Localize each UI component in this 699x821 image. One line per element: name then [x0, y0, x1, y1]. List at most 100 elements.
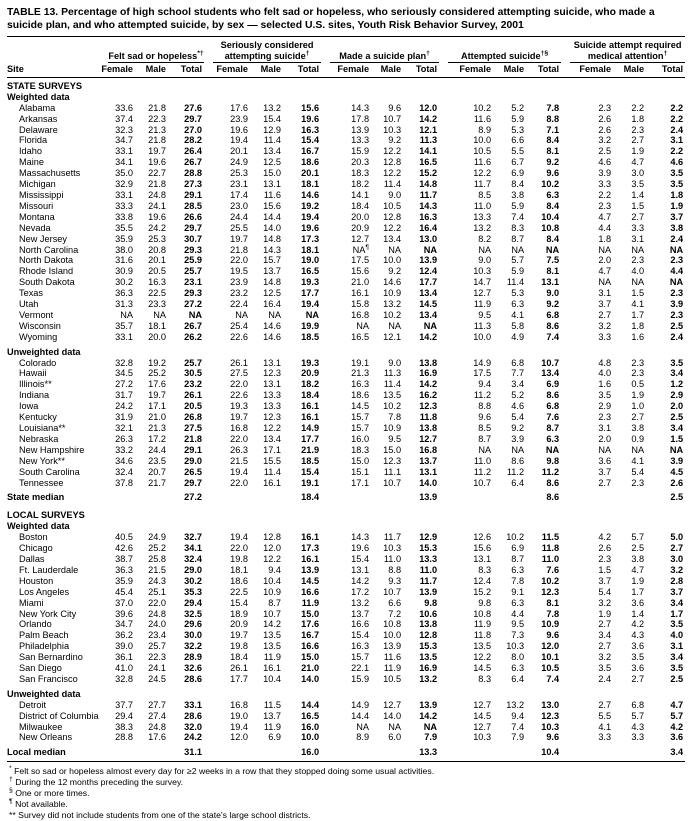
- value-cell: 12.7: [383, 699, 402, 710]
- table-row: Florida 34.7 21.8 28.2 19.4 11.4 15.4 13.3 9.2 11…: [7, 135, 685, 146]
- value-cell: 28.2: [184, 135, 203, 146]
- value-cell: 18.2: [301, 379, 320, 390]
- value-cell: 10.9: [263, 586, 282, 597]
- empty-cell: [561, 488, 613, 506]
- value-cell: 4.7: [598, 211, 612, 222]
- table-row: New Hampshire 33.2 24.4 29.1 26.3 17.1 21.9 18.…: [7, 445, 685, 456]
- value-cell: 26.6: [184, 211, 203, 222]
- value-cell: 14.6: [383, 277, 402, 288]
- value-cell: 10.0: [473, 135, 492, 146]
- value-cell: 10.5: [541, 663, 560, 674]
- value-cell: 6.3: [546, 433, 560, 444]
- value-cell: 18.4: [301, 492, 320, 503]
- value-cell: 3.6: [631, 641, 645, 652]
- median-row: State median 27.2 18.4 13.9 8.6 2.5: [7, 488, 685, 506]
- value-cell: 23.2: [230, 288, 249, 299]
- value-cell: NA: [120, 309, 133, 320]
- value-cell: 20.3: [351, 157, 370, 168]
- value-cell: 31.7: [115, 390, 133, 401]
- site-cell: Arkansas: [19, 113, 58, 124]
- value-cell: 8.2: [478, 233, 492, 244]
- value-cell: 12.8: [383, 157, 402, 168]
- value-cell: 3.6: [598, 455, 612, 466]
- value-cell: 2.7: [598, 477, 612, 488]
- value-cell: 2.3: [670, 288, 684, 299]
- value-cell: NA¶: [352, 243, 370, 255]
- value-cell: 30.7: [184, 233, 203, 244]
- value-cell: 30.2: [184, 575, 203, 586]
- value-cell: 25.7: [184, 357, 203, 368]
- value-cell: 17.7: [301, 433, 320, 444]
- value-cell: NA: [631, 444, 645, 455]
- table-row: Missouri 33.3 24.1 28.5 23.0 15.6 19.2 18.4 10.5…: [7, 201, 685, 212]
- table-row: Wisconsin 35.7 18.1 26.7 25.4 14.6 19.9 NA NA NA 1…: [7, 321, 685, 332]
- subsection-label: Weighted data: [7, 521, 70, 532]
- value-cell: 1.7: [670, 608, 684, 619]
- footnote-marker: †: [663, 49, 668, 57]
- value-cell: 33.6: [115, 102, 133, 113]
- value-cell: 13.3: [351, 135, 370, 146]
- value-cell: 11.0: [541, 553, 560, 564]
- value-cell: 24.0: [148, 619, 166, 630]
- value-cell: 12.7: [473, 699, 492, 710]
- value-cell: 16.1: [301, 553, 320, 564]
- value-cell: 19.6: [148, 211, 166, 222]
- value-cell: 14.4: [263, 211, 282, 222]
- value-cell: 12.4: [419, 266, 438, 277]
- value-cell: 11.4: [383, 179, 402, 190]
- value-cell: 13.3: [473, 211, 492, 222]
- value-cell: 0.5: [631, 379, 645, 390]
- value-cell: 4.4: [598, 222, 612, 233]
- value-cell: 10.1: [541, 652, 560, 663]
- value-cell: 3.1: [598, 288, 612, 299]
- value-cell: 2.5: [670, 412, 684, 423]
- value-cell: 10.4: [526, 743, 562, 763]
- value-cell: NA: [511, 444, 525, 455]
- subsection-label: Unweighted data: [7, 346, 81, 357]
- value-cell: 29.7: [184, 113, 203, 124]
- value-cell: 1.9: [598, 608, 612, 619]
- value-cell: 7.9: [424, 732, 438, 743]
- value-cell: 2.5: [670, 320, 684, 331]
- value-cell: 11.0: [383, 553, 402, 564]
- value-cell: 9.2: [546, 299, 560, 310]
- value-cell: NA: [598, 444, 612, 455]
- value-cell: 1.0: [631, 401, 645, 412]
- value-cell: 21.5: [148, 564, 166, 575]
- value-cell: 15.0: [383, 444, 402, 455]
- value-cell: 9.3: [388, 575, 402, 586]
- value-cell: 33.3: [115, 200, 133, 211]
- value-cell: 16.0: [301, 721, 320, 732]
- value-cell: 27.2: [184, 492, 203, 503]
- value-cell: 21.0: [351, 277, 370, 288]
- column-group-label-text: Felt sad or hopeless: [108, 50, 198, 61]
- value-cell: 10.2: [541, 575, 560, 586]
- value-cell: 3.1: [670, 135, 684, 146]
- value-cell: 17.6: [230, 102, 249, 113]
- value-cell: 13.4: [419, 309, 438, 320]
- table-row: District of Columbia 29.4 27.4 28.6 19.0 13.7…: [7, 711, 685, 722]
- value-cell: 4.9: [511, 331, 525, 342]
- value-cell: 9.5: [511, 619, 525, 630]
- value-cell: 17.1: [263, 444, 282, 455]
- value-cell: 13.1: [541, 277, 560, 288]
- column-group-label: Seriously considered attempting suicide†: [213, 37, 322, 63]
- footnote-marker: **: [9, 809, 16, 820]
- sub-column-header: Male: [613, 63, 647, 78]
- value-cell: 2.3: [598, 200, 612, 211]
- value-cell: 9.6: [388, 102, 402, 113]
- value-cell: 4.3: [631, 630, 645, 641]
- value-cell: 12.0: [419, 102, 438, 113]
- value-cell: 4.6: [670, 157, 684, 168]
- value-cell: 36.3: [115, 564, 133, 575]
- value-cell: 9.1: [511, 586, 525, 597]
- value-cell: 35.7: [115, 320, 133, 331]
- value-cell: 13.9: [419, 255, 438, 266]
- table-row: Rhode Island 30.9 20.5 25.7 19.5 13.7 16.5 15.6…: [7, 266, 685, 277]
- value-cell: 21.3: [148, 124, 166, 135]
- value-cell: 6.4: [511, 477, 525, 488]
- value-cell: 15.1: [351, 466, 370, 477]
- value-cell: 11.9: [473, 619, 492, 630]
- table-row: Indiana 31.7 19.7 26.1 22.6 13.3 18.4 18.6 13.5 1…: [7, 390, 685, 401]
- value-cell: 14.6: [263, 320, 282, 331]
